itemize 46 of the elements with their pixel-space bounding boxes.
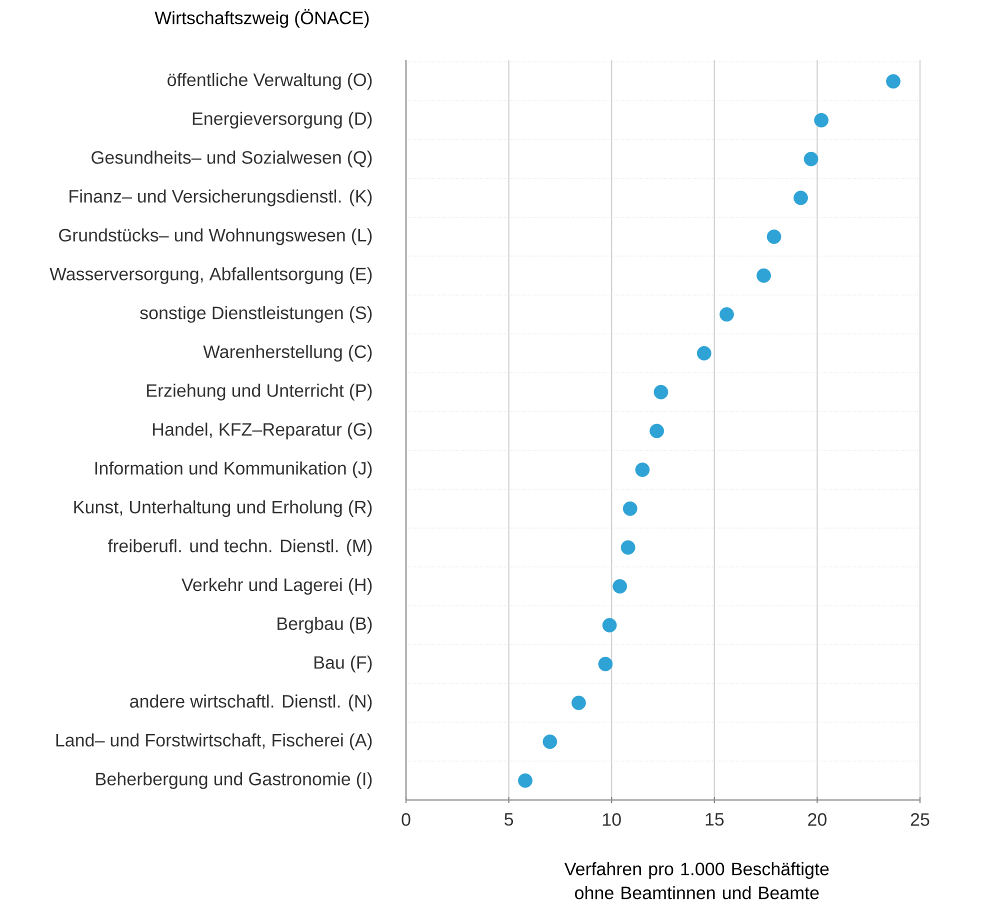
y-axis-title: Wirtschaftszweig (ÖNACE) <box>154 9 369 28</box>
y-tick-label: Energieversorgung (D) <box>192 112 372 129</box>
point <box>518 773 532 788</box>
y-tick-label: sonstige Dienstleistungen (S) <box>140 306 372 323</box>
x-tick-label: 25 <box>910 813 930 826</box>
point <box>814 113 829 128</box>
x-tick-label: 15 <box>706 813 724 826</box>
y-tick-label: Erziehung und Unterricht (P) <box>147 384 372 400</box>
point <box>612 579 628 594</box>
point <box>542 734 558 749</box>
point <box>886 74 900 89</box>
x-tick-label: 0 <box>402 813 410 826</box>
y-tick-label: Land– und Forstwirtschaft, Fischerei (A) <box>56 733 372 750</box>
y-tick-label: freiberufl. und techn. Dienstl. (M) <box>108 539 372 556</box>
y-tick-label: Finanz– und Versicherungsdienstl. (K) <box>70 190 372 206</box>
y-tick-label: Warenherstellung (C) <box>203 344 372 362</box>
point <box>720 307 734 322</box>
point <box>620 540 636 555</box>
y-tick-label: Verkehr und Lagerei (H) <box>182 578 372 595</box>
point <box>635 462 650 478</box>
point <box>602 618 617 632</box>
x-tick-label: 5 <box>504 813 514 826</box>
x-axis-title: Verfahren pro 1.000 Beschäftigte ohne Beamtinnen und Beamte <box>564 862 829 900</box>
point <box>804 152 818 166</box>
point <box>650 424 664 438</box>
point <box>756 268 771 283</box>
point <box>598 656 613 672</box>
y-tick-label: Bergbau (B) <box>278 616 372 634</box>
point <box>696 346 712 360</box>
point <box>794 190 808 206</box>
x-tick-label: 10 <box>602 813 621 826</box>
y-tick-label: Beherbergung und Gastronomie (I) <box>96 772 372 789</box>
point <box>654 384 668 400</box>
point <box>622 501 638 516</box>
y-tick-label: Wasserversorgung, Abfallentsorgung (E) <box>50 267 372 284</box>
y-tick-label: Grundstücks– und Wohnungswesen (L) <box>59 228 372 246</box>
x-tick-label: 20 <box>808 813 826 826</box>
y-tick-label: öffentliche Verwaltung (O) <box>168 72 372 90</box>
point <box>766 230 782 244</box>
y-tick-label: Kunst, Unterhaltung und Erholung (R) <box>74 500 372 518</box>
point <box>572 696 586 710</box>
y-tick-label: Bau (F) <box>314 656 372 672</box>
y-tick-label: Gesundheits– und Sozialwesen (Q) <box>92 150 372 168</box>
y-tick-label: Handel, KFZ–Reparatur (G) <box>153 422 372 440</box>
y-tick-label: Information und Kommunikation (J) <box>95 461 372 478</box>
y-tick-label: andere wirtschaftl. Dienstl. (N) <box>130 694 372 712</box>
